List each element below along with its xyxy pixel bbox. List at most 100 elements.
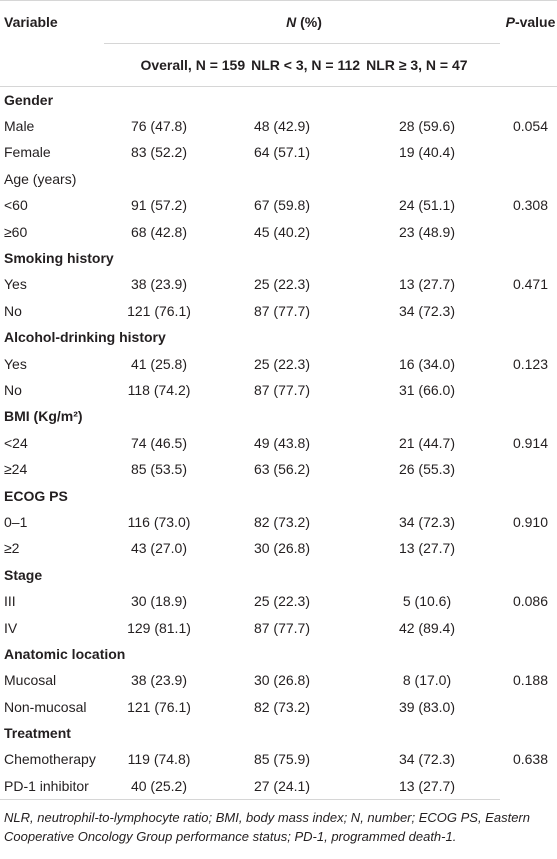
value-cell: 45 (40.2)	[253, 223, 311, 240]
row-label: <24	[4, 434, 28, 451]
section-label: Smoking history	[4, 250, 114, 267]
section-label: Stage	[4, 566, 43, 583]
data-row: 0–1 116 (73.0) 82 (73.2) 34 (72.3) 0.910	[0, 509, 557, 535]
p-value: 0.123	[512, 355, 549, 372]
value-cell: 24 (51.1)	[398, 197, 456, 214]
value-cell: 85 (53.5)	[130, 461, 188, 478]
value-cell: 21 (44.7)	[398, 434, 456, 451]
p-value: 0.086	[512, 593, 549, 610]
section-label: Gender	[4, 91, 54, 108]
row-label: <60	[4, 197, 28, 214]
value-cell: 39 (83.0)	[398, 698, 456, 715]
value-cell: 5 (10.6)	[402, 593, 452, 610]
value-cell: 16 (34.0)	[398, 355, 456, 372]
section-row: Treatment	[0, 720, 557, 746]
value-cell: 87 (77.7)	[253, 302, 311, 319]
row-label: PD-1 inhibitor	[0, 772, 104, 800]
data-row: Mucosal 38 (23.9) 30 (26.8) 8 (17.0) 0.188	[0, 667, 557, 693]
subheader: NLR ≥ 3, N = 47	[366, 57, 468, 73]
table-body: Gender Male 76 (47.8) 48 (42.9) 28 (59.6) 0.0…	[0, 87, 557, 800]
p-value: 0.910	[512, 513, 549, 530]
row-label: Male	[4, 118, 35, 135]
section-row: Anatomic location	[0, 641, 557, 667]
value-cell: 82 (73.2)	[253, 698, 311, 715]
row-label: Yes	[4, 276, 27, 293]
section-label: ECOG PS	[4, 487, 68, 504]
row-label: Mucosal	[4, 672, 57, 689]
value-cell: 34 (72.3)	[398, 302, 456, 319]
row-label: Yes	[4, 355, 27, 372]
value-cell: 26 (55.3)	[398, 461, 456, 478]
value-cell: 43 (27.0)	[130, 540, 188, 557]
row-label: ≥60	[4, 223, 28, 240]
value-cell: 30 (18.9)	[130, 593, 188, 610]
data-row: ≥24 85 (53.5) 63 (56.2) 26 (55.3)	[0, 456, 557, 482]
subheader: NLR < 3, N = 112	[251, 57, 361, 73]
value-cell: 13 (27.7)	[350, 772, 500, 800]
data-row: ≥60 68 (42.8) 45 (40.2) 23 (48.9)	[0, 218, 557, 244]
value-cell: 30 (26.8)	[253, 540, 311, 557]
value-cell: 67 (59.8)	[253, 197, 311, 214]
row-label: III	[4, 593, 16, 610]
row-label: No	[4, 302, 22, 319]
empty-cell	[500, 43, 557, 87]
subsection-label: Age (years)	[4, 170, 77, 187]
data-row: Yes 41 (25.8) 25 (22.3) 16 (34.0) 0.123	[0, 350, 557, 376]
row-label: 0–1	[4, 513, 28, 530]
data-row: Female 83 (52.2) 64 (57.1) 19 (40.4)	[0, 139, 557, 165]
value-cell: 121 (76.1)	[127, 698, 191, 715]
section-label: Treatment	[4, 725, 71, 742]
value-cell: 49 (43.8)	[253, 434, 311, 451]
value-cell: 8 (17.0)	[402, 672, 452, 689]
row-label: Chemotherapy	[4, 751, 96, 768]
section-row: ECOG PS	[0, 482, 557, 508]
value-cell: 83 (52.2)	[130, 144, 188, 161]
value-cell: 48 (42.9)	[253, 118, 311, 135]
value-cell: 34 (72.3)	[398, 513, 456, 530]
subsection-row: Age (years)	[0, 166, 557, 192]
row-label: No	[4, 381, 22, 398]
empty-cell	[0, 43, 104, 87]
value-cell: 23 (48.9)	[398, 223, 456, 240]
p-value: 0.638	[512, 751, 549, 768]
data-row: No 118 (74.2) 87 (77.7) 31 (66.0)	[0, 377, 557, 403]
data-row: No 121 (76.1) 87 (77.7) 34 (72.3)	[0, 298, 557, 324]
subheader-cell: Overall, N = 159 NLR < 3, N = 112 NLR ≥ 3,…	[104, 43, 500, 87]
value-cell: 25 (22.3)	[253, 593, 311, 610]
data-row: <24 74 (46.5) 49 (43.8) 21 (44.7) 0.914	[0, 430, 557, 456]
value-cell: 30 (26.8)	[253, 672, 311, 689]
section-row: Alcohol-drinking history	[0, 324, 557, 350]
value-cell: 28 (59.6)	[398, 118, 456, 135]
value-cell: 25 (22.3)	[253, 355, 311, 372]
value-cell: 121 (76.1)	[127, 302, 191, 319]
value-cell: 87 (77.7)	[253, 381, 311, 398]
value-cell: 13 (27.7)	[398, 540, 456, 557]
row-label: IV	[4, 619, 18, 636]
value-cell: 34 (72.3)	[398, 751, 456, 768]
value-cell: 118 (74.2)	[127, 381, 191, 398]
section-label: Anatomic location	[4, 645, 126, 662]
section-label: BMI (Kg/m²)	[4, 408, 83, 425]
value-cell: 42 (89.4)	[398, 619, 456, 636]
data-row: IV 129 (81.1) 87 (77.7) 42 (89.4)	[0, 614, 557, 640]
data-row: Non-mucosal 121 (76.1) 82 (73.2) 39 (83.0)	[0, 693, 557, 719]
value-cell: 41 (25.8)	[130, 355, 188, 372]
header-row: Variable N (%) P-value	[0, 1, 557, 44]
section-row: Gender	[0, 87, 557, 113]
value-cell: 40 (25.2)	[104, 772, 210, 800]
data-row: Male 76 (47.8) 48 (42.9) 28 (59.6) 0.054	[0, 113, 557, 139]
subheader: Overall, N = 159	[140, 57, 246, 73]
data-row: III 30 (18.9) 25 (22.3) 5 (10.6) 0.086	[0, 588, 557, 614]
value-cell: 119 (74.8)	[127, 751, 191, 768]
p-value: 0.914	[512, 434, 549, 451]
row-label: ≥2	[4, 540, 20, 557]
p-value: 0.471	[512, 276, 549, 293]
p-value: 0.054	[512, 118, 549, 135]
section-row: Stage	[0, 562, 557, 588]
data-row: Yes 38 (23.9) 25 (22.3) 13 (27.7) 0.471	[0, 271, 557, 297]
value-cell: 129 (81.1)	[127, 619, 191, 636]
section-row: BMI (Kg/m²)	[0, 403, 557, 429]
value-cell: 19 (40.4)	[398, 144, 456, 161]
value-cell: 87 (77.7)	[253, 619, 311, 636]
